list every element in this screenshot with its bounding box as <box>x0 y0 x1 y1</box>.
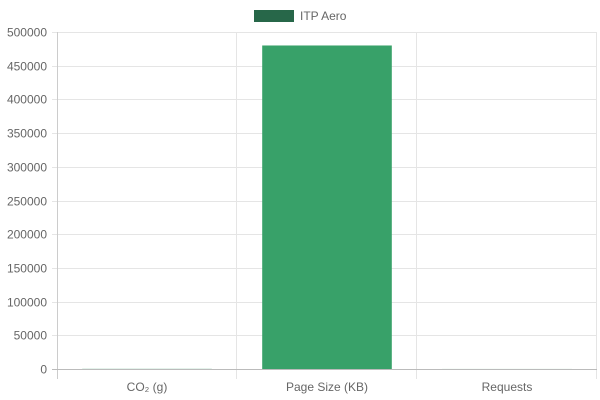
legend-swatch[interactable] <box>254 10 294 22</box>
y-tick-label: 250000 <box>7 195 47 209</box>
bar[interactable] <box>262 45 392 369</box>
y-tick-label: 0 <box>40 363 47 377</box>
y-tick-label: 300000 <box>7 161 47 175</box>
bars <box>82 45 572 369</box>
x-tick-label: Requests <box>482 380 533 394</box>
y-tick-label: 200000 <box>7 228 47 242</box>
y-axis-tick-labels: 0 50000 100000 150000 200000 250000 300000 3500… <box>7 26 47 377</box>
x-tick-label: CO₂ (g) <box>127 380 168 394</box>
x-tick-label: Page Size (KB) <box>286 380 368 394</box>
x-axis-tick-labels: CO₂ (g) Page Size (KB) Requests <box>127 380 533 394</box>
y-tick-label: 500000 <box>7 26 47 40</box>
y-tick-label: 400000 <box>7 93 47 107</box>
axes <box>52 32 597 379</box>
y-tick-label: 50000 <box>14 329 48 343</box>
y-tick-label: 150000 <box>7 262 47 276</box>
y-tick-label: 450000 <box>7 60 47 74</box>
y-tick-label: 100000 <box>7 296 47 310</box>
legend-label[interactable]: ITP Aero <box>300 9 347 23</box>
y-tick-label: 350000 <box>7 127 47 141</box>
legend[interactable]: ITP Aero <box>254 9 347 23</box>
